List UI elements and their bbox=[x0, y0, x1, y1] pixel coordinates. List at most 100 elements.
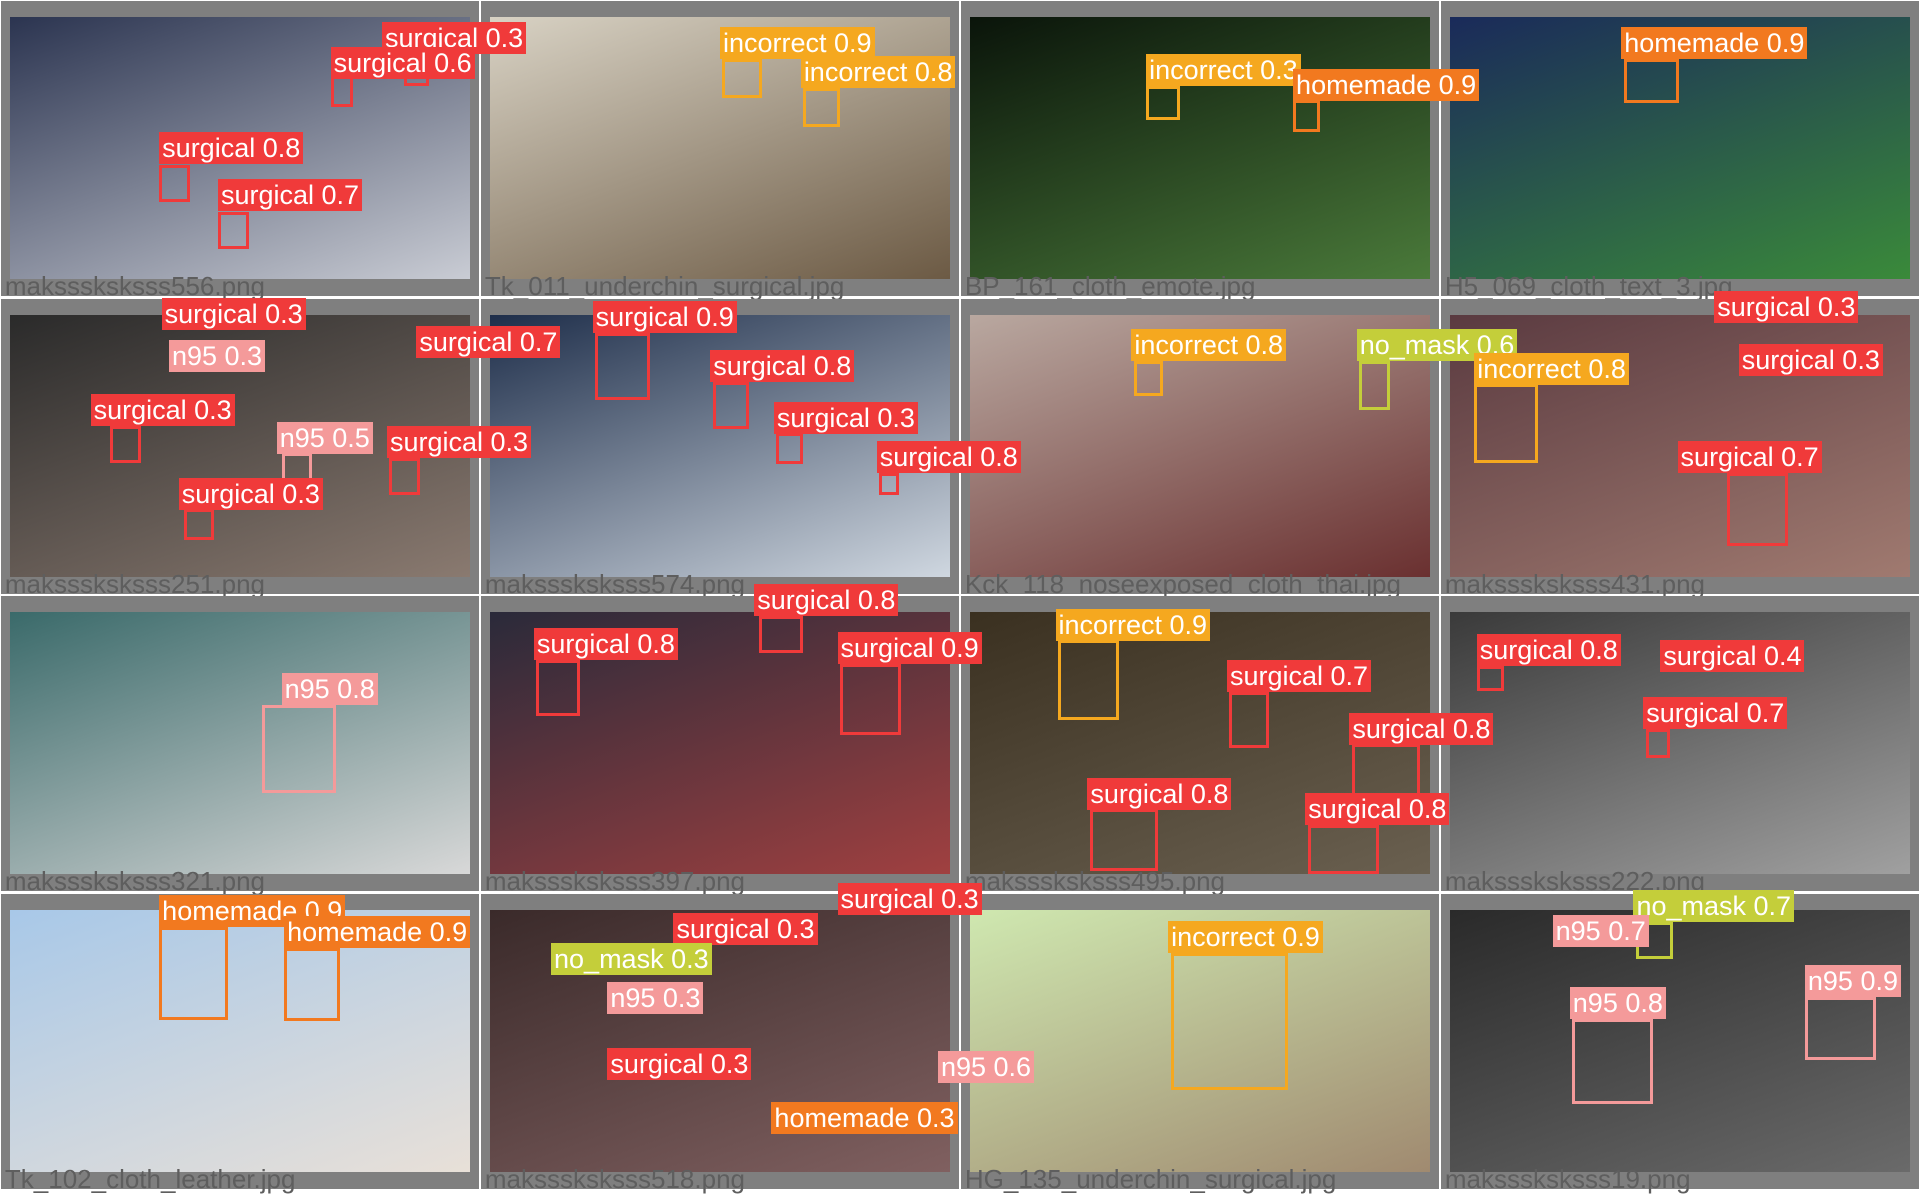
filename: maksssksksss495.png bbox=[964, 866, 1225, 897]
filename: Tk_102_cloth_leather.jpg bbox=[4, 1163, 296, 1194]
bounding-box bbox=[1293, 100, 1320, 133]
detection-label: surgical 0.3 bbox=[773, 401, 918, 434]
bounding-box bbox=[1307, 825, 1379, 875]
bounding-box bbox=[776, 433, 804, 465]
detection-label: surgical 0.6 bbox=[330, 46, 475, 79]
detection-label: surgical 0.7 bbox=[1226, 660, 1372, 692]
detection-label: surgical 0.8 bbox=[710, 350, 855, 383]
bounding-box bbox=[595, 333, 651, 401]
bounding-box bbox=[159, 165, 190, 203]
bounding-box bbox=[1623, 58, 1679, 103]
photo bbox=[1449, 17, 1911, 280]
filename: maksssksksss556.png bbox=[4, 271, 265, 302]
detection-label: no_mask 0.3 bbox=[551, 942, 712, 975]
detection-label: surgical 0.3 bbox=[673, 913, 818, 946]
detection-label: surgical 0.7 bbox=[416, 325, 561, 358]
detection-label: homemade 0.9 bbox=[1621, 26, 1808, 59]
detection-label: surgical 0.9 bbox=[837, 631, 982, 664]
detection-label: surgical 0.8 bbox=[1349, 712, 1494, 745]
detection-label: surgical 0.3 bbox=[1714, 291, 1859, 324]
bounding-box bbox=[759, 615, 804, 653]
detection-label: incorrect 0.3 bbox=[1146, 53, 1301, 86]
detection-label: n95 0.8 bbox=[281, 673, 378, 706]
detection-label: surgical 0.4 bbox=[1660, 640, 1805, 673]
bounding-box bbox=[1089, 809, 1159, 871]
bounding-box bbox=[1170, 952, 1289, 1090]
bounding-box bbox=[536, 660, 581, 717]
bounding-box bbox=[1572, 1018, 1654, 1105]
detection-label: surgical 0.7 bbox=[1643, 696, 1788, 729]
bounding-box bbox=[1229, 691, 1269, 749]
detection-label: n95 0.3 bbox=[607, 982, 704, 1015]
bounding-box bbox=[217, 211, 249, 249]
detection-label: surgical 0.9 bbox=[592, 301, 737, 334]
photo bbox=[1449, 909, 1911, 1172]
filename: maksssksksss222.png bbox=[1444, 866, 1705, 897]
bounding-box bbox=[284, 947, 341, 1022]
bounding-box bbox=[1359, 361, 1390, 411]
filename: BP_161_cloth_emote.jpg bbox=[964, 271, 1256, 302]
filename: Tk_011_underchin_surgical.jpg bbox=[484, 271, 845, 302]
detection-label: surgical 0.8 bbox=[1087, 777, 1232, 810]
bounding-box bbox=[389, 457, 420, 495]
detection-label: surgical 0.3 bbox=[161, 297, 306, 330]
detection-label: homemade 0.9 bbox=[1293, 68, 1480, 101]
detection-label: incorrect 0.9 bbox=[720, 26, 875, 59]
detection-label: incorrect 0.9 bbox=[1055, 608, 1211, 641]
detection-label: incorrect 0.8 bbox=[1131, 329, 1286, 362]
filename: maksssksksss518.png bbox=[484, 1163, 745, 1194]
bounding-box bbox=[1057, 640, 1120, 720]
bounding-box bbox=[262, 705, 336, 794]
detection-label: homemade 0.9 bbox=[284, 915, 471, 948]
detection-label: surgical 0.8 bbox=[1305, 793, 1450, 826]
detection-label: surgical 0.8 bbox=[1476, 634, 1621, 667]
detection-label: incorrect 0.8 bbox=[800, 56, 956, 89]
bounding-box bbox=[1133, 361, 1164, 396]
bounding-box bbox=[1804, 996, 1876, 1061]
filename: maksssksksss251.png bbox=[4, 568, 265, 599]
detection-label: surgical 0.3 bbox=[607, 1048, 752, 1081]
filename: H5_069_cloth_text_3.jpg bbox=[1444, 271, 1733, 302]
bounding-box bbox=[840, 663, 902, 735]
bounding-box bbox=[183, 509, 215, 540]
detection-label: surgical 0.3 bbox=[1738, 344, 1883, 377]
photo bbox=[9, 612, 471, 875]
photo bbox=[9, 909, 471, 1172]
detection-label: incorrect 0.9 bbox=[1168, 920, 1323, 953]
bounding-box bbox=[1726, 472, 1788, 547]
filename: maksssksksss574.png bbox=[484, 568, 745, 599]
detection-label: surgical 0.7 bbox=[217, 178, 363, 211]
detection-label: surgical 0.7 bbox=[1677, 440, 1822, 473]
bounding-box bbox=[803, 88, 840, 128]
filename: HG_135_underchin_surgical.jpg bbox=[964, 1163, 1337, 1194]
bounding-box bbox=[1474, 384, 1538, 463]
detection-label: surgical 0.3 bbox=[386, 426, 532, 459]
filename: maksssksksss431.png bbox=[1444, 568, 1705, 599]
filename: maksssksksss19.png bbox=[1444, 1163, 1691, 1194]
detection-label: surgical 0.8 bbox=[159, 132, 304, 165]
bounding-box bbox=[1146, 85, 1181, 120]
detection-label: n95 0.3 bbox=[168, 340, 266, 373]
detection-label: surgical 0.3 bbox=[837, 882, 982, 915]
bounding-box bbox=[879, 472, 899, 495]
filename: maksssksksss397.png bbox=[484, 866, 745, 897]
bounding-box bbox=[110, 426, 141, 463]
detection-label: incorrect 0.8 bbox=[1474, 352, 1629, 385]
detection-label: surgical 0.3 bbox=[90, 394, 235, 427]
bounding-box bbox=[1476, 666, 1504, 691]
detection-label: surgical 0.3 bbox=[178, 477, 323, 510]
filename: maksssksksss321.png bbox=[4, 866, 265, 897]
detection-label: n95 0.8 bbox=[1569, 986, 1666, 1019]
bounding-box bbox=[159, 926, 228, 1020]
bounding-box bbox=[330, 75, 353, 107]
detection-label: n95 0.7 bbox=[1552, 914, 1649, 947]
bounding-box bbox=[722, 58, 762, 98]
detection-label: homemade 0.3 bbox=[771, 1102, 958, 1135]
bounding-box bbox=[712, 382, 750, 429]
detection-label: no_mask 0.7 bbox=[1633, 890, 1795, 923]
detection-label: n95 0.9 bbox=[1804, 964, 1901, 997]
detection-label: n95 0.5 bbox=[276, 422, 373, 455]
detection-label: surgical 0.8 bbox=[876, 440, 1021, 473]
filename: Kck_118_noseexposed_cloth_thai.jpg bbox=[964, 568, 1401, 599]
